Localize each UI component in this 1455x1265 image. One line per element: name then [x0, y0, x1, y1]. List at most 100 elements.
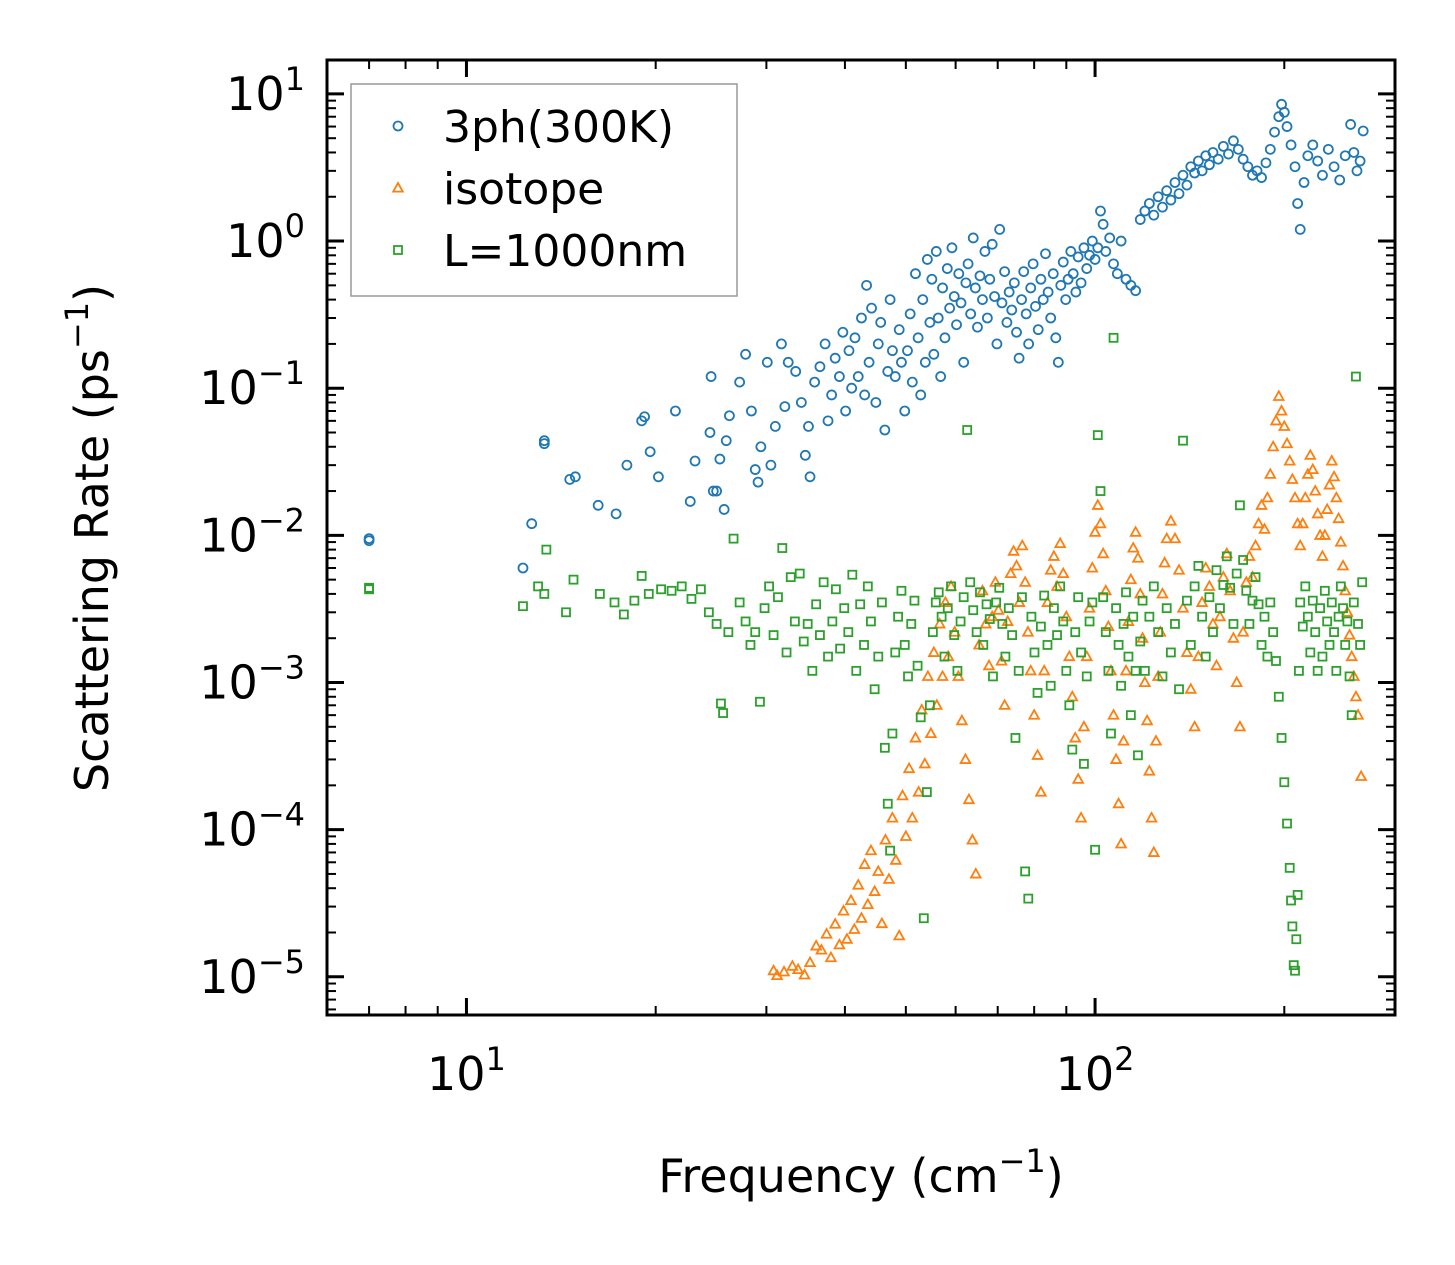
data-point [1233, 719, 1247, 732]
data-point [755, 696, 765, 707]
data-point [819, 338, 831, 350]
data-point [1348, 147, 1360, 158]
data-point [833, 937, 846, 950]
data-point [1007, 630, 1018, 640]
data-point [1238, 555, 1249, 565]
data-point [1139, 665, 1150, 676]
data-point [824, 950, 838, 963]
data-point [714, 453, 726, 465]
data-point [1039, 590, 1050, 601]
data-point [861, 897, 875, 909]
data-point [740, 348, 751, 360]
data-point [1032, 324, 1044, 336]
data-point [849, 332, 861, 344]
data-point [769, 421, 781, 432]
data-point [989, 291, 1000, 302]
data-point [1217, 140, 1229, 152]
data-point [777, 543, 788, 553]
data-point [863, 356, 875, 368]
data-point [962, 258, 974, 270]
data-point [1256, 172, 1267, 183]
data-point [855, 599, 866, 610]
data-point [1199, 561, 1213, 573]
data-point [962, 792, 976, 805]
data-point [982, 658, 996, 671]
data-point [1288, 960, 1299, 971]
data-point [1269, 414, 1283, 426]
data-point [1335, 581, 1346, 592]
data-point [363, 535, 375, 547]
data-point [1357, 125, 1369, 137]
data-point [1319, 585, 1330, 596]
data-point [1327, 469, 1341, 482]
data-point [926, 273, 938, 285]
data-point [1016, 294, 1027, 306]
legend-marker-icon [391, 181, 405, 193]
data-point [866, 302, 877, 314]
data-point [1077, 719, 1091, 732]
data-point [915, 712, 926, 723]
data-point [517, 562, 529, 574]
data-point [991, 597, 1002, 608]
data-point [1056, 566, 1070, 579]
data-point [843, 627, 854, 638]
data-point [1168, 531, 1182, 544]
data-point [875, 916, 889, 929]
data-point [1100, 246, 1112, 257]
data-point [855, 911, 868, 923]
data-point [1149, 734, 1163, 746]
data-point [785, 572, 796, 583]
data-point [1071, 772, 1085, 784]
data-point [1177, 169, 1189, 181]
y-tick-label-base: 10 [199, 803, 258, 857]
data-point [1287, 921, 1298, 932]
data-point [1203, 579, 1216, 591]
data-point [896, 788, 909, 801]
data-point [1228, 619, 1239, 629]
data-point [1176, 601, 1190, 613]
data-point [971, 627, 982, 638]
data-point [858, 857, 871, 869]
y-tick-label: 10−5 [199, 943, 305, 1004]
data-point [818, 577, 829, 588]
y-tick-label-base: 10 [199, 656, 258, 710]
data-point [981, 312, 993, 324]
data-point [1336, 559, 1350, 571]
data-point [568, 574, 579, 585]
data-point [656, 584, 666, 595]
data-point [864, 843, 878, 856]
data-point [840, 932, 854, 944]
data-point [994, 582, 1005, 593]
data-point [1037, 664, 1051, 676]
data-point [1088, 525, 1102, 537]
data-point [1285, 139, 1297, 151]
data-point [1277, 419, 1291, 431]
data-point [1001, 317, 1013, 328]
data-point [1035, 273, 1047, 285]
data-point [1045, 680, 1056, 691]
data-point [1010, 559, 1023, 571]
data-point [1015, 538, 1029, 551]
data-point [885, 845, 896, 856]
data-point [1203, 159, 1215, 171]
legend-entries: 3ph(300K) isotope L=1000nm [391, 102, 687, 277]
data-point [1106, 728, 1116, 739]
data-point [859, 389, 871, 401]
data-point [936, 669, 949, 681]
data-point [1018, 266, 1030, 278]
data-point [1081, 263, 1093, 274]
data-point [1325, 454, 1339, 466]
data-point [862, 581, 873, 592]
data-point [1290, 965, 1300, 976]
data-point [960, 277, 972, 289]
data-point [933, 587, 944, 598]
data-point [1129, 525, 1142, 537]
data-point [869, 684, 880, 695]
data-point [1112, 796, 1125, 809]
data-point [953, 268, 965, 280]
data-point [933, 617, 947, 629]
data-point [1231, 568, 1242, 579]
data-point [1153, 627, 1164, 638]
data-point [1148, 209, 1160, 221]
data-point [1192, 649, 1205, 662]
